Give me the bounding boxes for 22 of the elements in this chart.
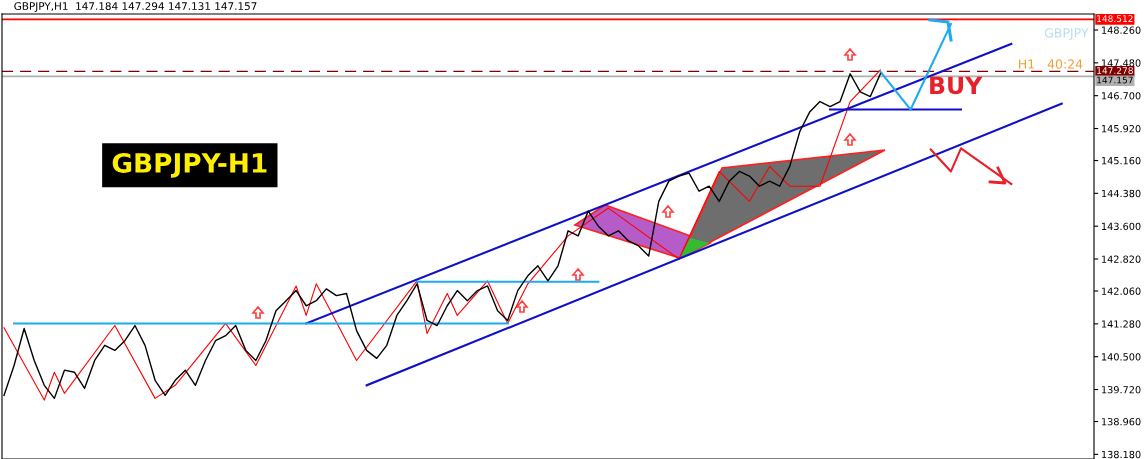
- y-tick-label: 139.720: [1102, 386, 1141, 394]
- y-tick-label: 142.820: [1102, 255, 1141, 263]
- y-tick-label: 138.180: [1102, 450, 1141, 459]
- line-series: [929, 147, 1013, 186]
- ref-line-label: 147.278: [1097, 67, 1133, 74]
- y-tick-label: 145.920: [1102, 124, 1141, 133]
- annotation: BUY: [930, 76, 983, 95]
- chart-title: GBPJPY,H1 147.184 147.294 147.131 147.157: [14, 2, 257, 12]
- y-tick-label: 144.380: [1102, 189, 1141, 198]
- y-tick-label: 145.160: [1102, 156, 1141, 165]
- y-tick-label: 142.060: [1102, 287, 1141, 295]
- y-tick-label: 146.700: [1102, 92, 1141, 100]
- annotation: GBPJPY-H1: [112, 153, 267, 178]
- ref-line-label: 148.512: [1097, 15, 1133, 23]
- y-tick-label: 140.500: [1102, 353, 1141, 361]
- annotation: GBPJPY: [1044, 28, 1089, 40]
- ref-line-label: 147.157: [1097, 76, 1133, 84]
- y-tick-label: 138.960: [1102, 418, 1141, 426]
- y-tick-label: 148.260: [1102, 26, 1141, 34]
- annotation: H1 40:24: [1019, 59, 1083, 69]
- y-tick-label: 141.280: [1102, 320, 1141, 328]
- y-tick-label: 143.600: [1102, 222, 1141, 231]
